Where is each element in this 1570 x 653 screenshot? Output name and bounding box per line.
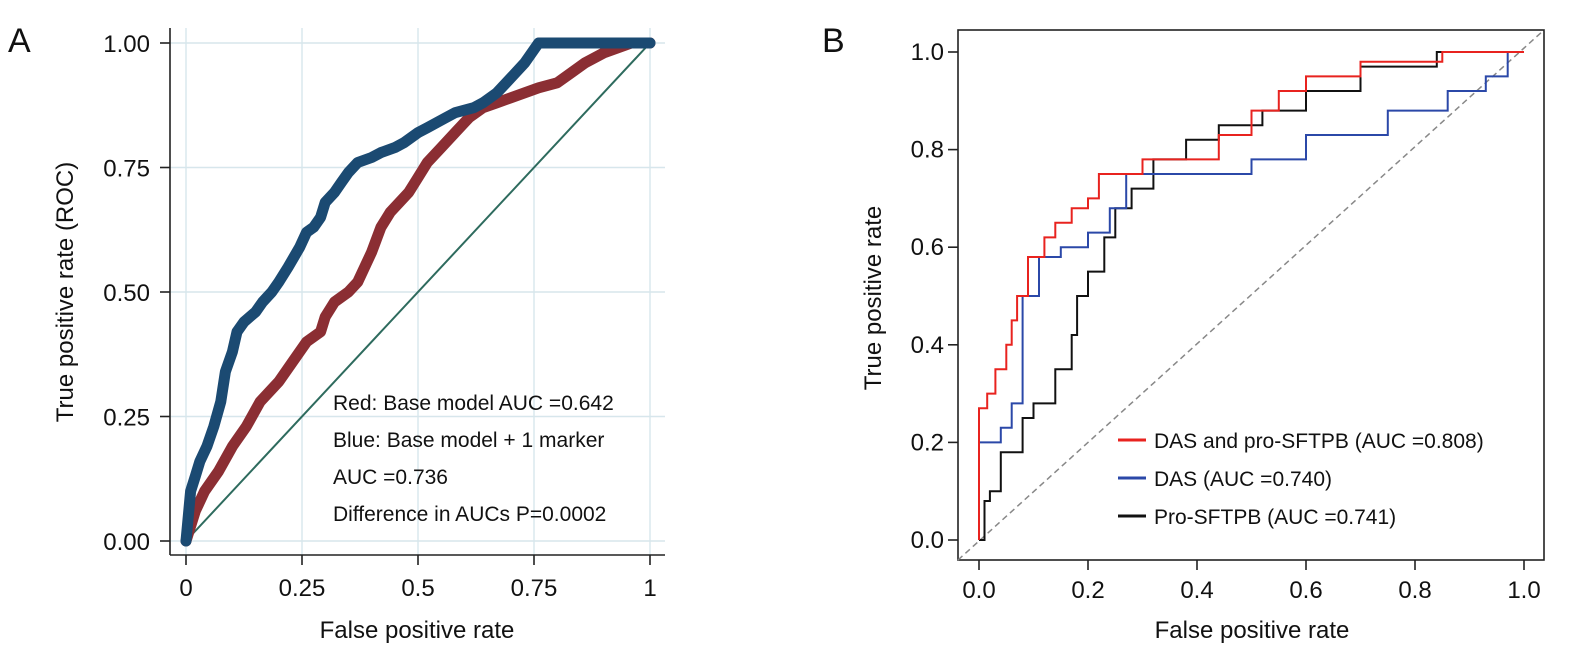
panel-a-y-tick-label-0: 0.00 bbox=[103, 529, 150, 556]
panel-a-x-tick-label-1: 0.25 bbox=[279, 575, 326, 602]
legend-label-das: DAS (AUC =0.740) bbox=[1154, 468, 1332, 491]
panel-a-x-tick-label-4: 1 bbox=[643, 575, 656, 602]
panel-b-das-curve bbox=[978, 51, 1524, 540]
panel-b-x-tick-label-2: 0.4 bbox=[1180, 577, 1213, 604]
panel-a-reference-line bbox=[185, 42, 651, 542]
panel-b-x-tick-label-0: 0.0 bbox=[962, 577, 995, 604]
panel-a-y-tick-label-4: 1.00 bbox=[103, 31, 150, 58]
panel-b-series bbox=[957, 29, 1545, 561]
panel-b-y-tick-label-3: 0.6 bbox=[911, 234, 944, 261]
panel-a-blue-roc-curve bbox=[180, 37, 656, 547]
panel-b-y-axis-label: True positive rate bbox=[860, 206, 887, 391]
panel-a-y-axis-label: True positive rate (ROC) bbox=[52, 162, 79, 423]
panel-a-x-tick-label-2: 0.5 bbox=[401, 575, 434, 602]
panel-b-y-tick-label-0: 0.0 bbox=[911, 527, 944, 554]
panel-a-y-tick-label-3: 0.75 bbox=[103, 156, 150, 183]
panel-a-annotation-3: AUC =0.736 bbox=[333, 466, 448, 489]
panel-b-x-tick-label-4: 0.8 bbox=[1398, 577, 1431, 604]
panel-b-y-tick-label-1: 0.2 bbox=[911, 429, 944, 456]
panel-b-x-tick-label-5: 1.0 bbox=[1507, 577, 1540, 604]
legend-label-pro-sftpb: Pro-SFTPB (AUC =0.741) bbox=[1154, 506, 1396, 529]
panel-a-annotation-1: Red: Base model AUC =0.642 bbox=[333, 392, 614, 415]
panel-a-x-tick-label-0: 0 bbox=[179, 575, 192, 602]
panel-a: A 0 0.25 0.5 0.75 1 0.00 0.25 0.50 0.75 1.00 Fals… bbox=[8, 22, 665, 644]
panel-b-ticks: 0.0 0.2 0.4 0.6 0.8 1.0 0.0 0.2 0.4 0.6 0.8 1.0 bbox=[911, 39, 1541, 604]
panel-a-y-tick-label-2: 0.50 bbox=[103, 280, 150, 307]
panel-a-label: A bbox=[8, 22, 31, 60]
panel-b-legend: DAS and pro-SFTPB (AUC =0.808) DAS (AUC … bbox=[1118, 430, 1484, 529]
panel-a-ticks: 0 0.25 0.5 0.75 1 0.00 0.25 0.50 0.75 1.00 bbox=[103, 31, 656, 602]
panel-b-y-tick-label-5: 1.0 bbox=[911, 39, 944, 66]
panel-b-plot-frame bbox=[957, 29, 1545, 561]
panel-b-y-tick-label-4: 0.8 bbox=[911, 137, 944, 164]
panel-a-x-tick-label-3: 0.75 bbox=[511, 575, 558, 602]
panel-b-y-tick-label-2: 0.4 bbox=[911, 332, 944, 359]
panel-a-y-tick-label-1: 0.25 bbox=[103, 405, 150, 432]
panel-a-series bbox=[180, 37, 656, 547]
legend-label-das-pro-sftpb: DAS and pro-SFTPB (AUC =0.808) bbox=[1154, 430, 1484, 453]
panel-a-x-axis-label: False positive rate bbox=[320, 617, 515, 644]
panel-a-annotation-4: Difference in AUCs P=0.0002 bbox=[333, 503, 606, 526]
panel-b-das-pro-sftpb-curve bbox=[978, 51, 1524, 540]
panel-a-red-roc-curve bbox=[180, 37, 656, 547]
panel-b-pro-sftpb-curve bbox=[979, 51, 1524, 541]
panel-b-x-tick-label-3: 0.6 bbox=[1289, 577, 1322, 604]
panel-b-x-tick-label-1: 0.2 bbox=[1071, 577, 1104, 604]
panel-a-annotation-2: Blue: Base model + 1 marker bbox=[333, 429, 604, 452]
panel-b-x-axis-label: False positive rate bbox=[1155, 617, 1350, 644]
panel-b-label: B bbox=[822, 22, 845, 60]
panel-b: B 0.0 0.2 0.4 0.6 0.8 1.0 0.0 0.2 0.4 0.6 0.8 1.0 F… bbox=[822, 22, 1545, 644]
panel-b-reference-line bbox=[957, 29, 1545, 561]
